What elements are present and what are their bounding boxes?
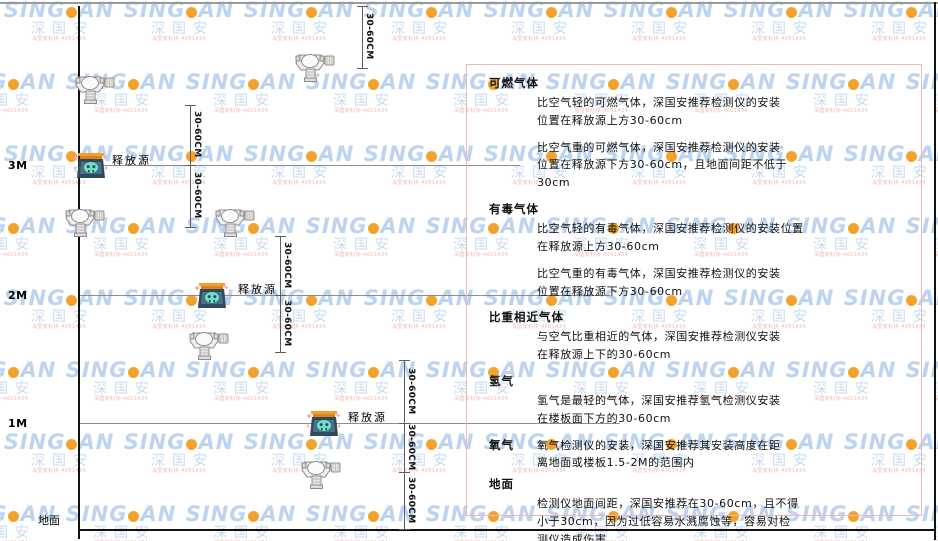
panel-section-title: 比重相近气体	[489, 310, 564, 325]
panel-section-title: 氢气	[489, 373, 514, 388]
gas-detector-icon	[72, 70, 118, 106]
panel-section-3: 氢气氢气是最轻的气体，深国安推荐氢气检测仪安装 在楼板面下方的30-60cm	[481, 373, 907, 428]
panel-section-paragraph: 比空气重的可燃气体，深国安推荐检测仪的安装 位置在释放源下方30-60cm，且地面…	[537, 139, 907, 192]
panel-section-5: 地面检测仪地面间距，深国安推荐在30-60cm，且不得 小于30cm，因为过低容易…	[481, 476, 907, 541]
panel-text-line: 氧气检测仪的安装，深国安推荐其安装高度在距	[537, 438, 781, 452]
panel-section-paragraph: 比空气重的有毒气体，深国安推荐检测仪的安装 位置在释放源下方30-60cm	[537, 265, 907, 301]
panel-text-line: 离地面或楼板1.5-2M的范围内	[537, 456, 695, 470]
gas-release-source-icon	[72, 151, 109, 181]
dimension-label: 30-60CM	[406, 423, 416, 470]
panel-text-line: 位置在释放源上方30-60cm	[537, 113, 683, 127]
panel-section-title: 地面	[489, 477, 514, 492]
panel-text-line: 氢气是最轻的气体，深国安推荐氢气检测仪安装	[537, 393, 781, 407]
ground-baseline	[78, 529, 935, 531]
dimension-label: 30-60CM	[192, 172, 202, 219]
dimension-tick	[185, 165, 196, 166]
dimension-line	[404, 360, 405, 423]
dimension-line	[404, 423, 405, 472]
panel-section-paragraph: 与空气比重相近的气体，深国安推荐检测仪安装 在释放源上下的30-60cm	[537, 328, 907, 364]
dimension-tick	[357, 68, 368, 69]
dimension-line	[362, 6, 363, 68]
level-label-2m: 2M	[8, 289, 28, 302]
installation-guidance-panel: 可燃气体比空气轻的可燃气体，深国安推荐检测仪的安装 位置在释放源上方30-60cm…	[466, 64, 922, 541]
release-source-label: 释放源	[238, 283, 277, 296]
panel-text-line: 比空气轻的有毒气体，深国安推荐检测仪的安装位置	[537, 222, 804, 236]
frame-right-border	[934, 2, 936, 540]
panel-text-line: 位置在释放源下方30-60cm，且地面间距不低于	[537, 158, 788, 172]
gas-detector-icon	[62, 203, 108, 239]
panel-text-line: 在楼板面下方的30-60cm	[537, 411, 672, 425]
panel-text-line: 比空气轻的可燃气体，深国安推荐检测仪的安装	[537, 96, 781, 109]
dimension-label: 30-60CM	[282, 241, 292, 288]
vertical-height-axis	[78, 6, 80, 539]
dimension-line	[404, 472, 405, 529]
panel-text-line: 比空气重的可燃气体，深国安推荐检测仪的安装	[537, 140, 781, 154]
dimension-line	[280, 236, 281, 295]
panel-section-body: 氧气检测仪的安装，深国安推荐其安装高度在距 离地面或楼板1.5-2M的范围内	[537, 437, 781, 473]
panel-section-1: 有毒气体比空气轻的有毒气体，深国安推荐检测仪的安装位置 在释放源上方30-60cm…	[481, 201, 907, 300]
panel-section-2: 比重相近气体与空气比重相近的气体，深国安推荐检测仪安装 在释放源上下的30-60c…	[481, 309, 907, 364]
panel-text-line: 检测仪地面间距，深国安推荐在30-60cm，且不得	[537, 497, 799, 511]
panel-text-line: 在释放源上方30-60cm	[537, 239, 660, 253]
gas-detector-icon	[298, 455, 344, 491]
dimension-tick	[275, 295, 286, 296]
dimension-tick	[185, 227, 196, 228]
panel-text-line: 小于30cm，因为过低容易水溅腐蚀等，容易对检	[537, 515, 791, 528]
ground-label: 地面	[38, 514, 60, 527]
panel-section-title: 氧气	[489, 437, 514, 452]
level-line-1m	[80, 423, 620, 424]
dimension-line	[190, 165, 191, 227]
dimension-tick	[399, 529, 410, 530]
panel-section-paragraph: 氢气是最轻的气体，深国安推荐氢气检测仪安装 在楼板面下方的30-60cm	[537, 392, 907, 428]
dimension-line	[190, 105, 191, 165]
dimension-tick	[357, 6, 368, 7]
frame-top-border	[0, 2, 938, 4]
panel-section-0: 可燃气体比空气轻的可燃气体，深国安推荐检测仪的安装 位置在释放源上方30-60cm…	[481, 75, 907, 192]
dimension-tick	[275, 236, 286, 237]
gas-detector-icon	[212, 203, 258, 239]
panel-section-paragraph: 比空气轻的有毒气体，深国安推荐检测仪的安装位置 在释放源上方30-60cm	[537, 220, 907, 256]
dimension-tick	[399, 360, 410, 361]
gas-detector-icon	[186, 326, 232, 362]
panel-text-line: 测仪造成伤害	[537, 532, 607, 541]
panel-text-line: 位置在释放源下方30-60cm	[537, 284, 683, 298]
level-line-2m	[80, 295, 610, 296]
gas-release-source-icon	[193, 281, 230, 311]
gas-release-source-icon	[305, 409, 342, 439]
dimension-tick	[399, 423, 410, 424]
dimension-tick	[185, 105, 196, 106]
dimension-label-top: 30-60CM	[364, 13, 374, 60]
panel-section-title: 有毒气体	[489, 202, 539, 217]
panel-text-line: 30cm	[537, 176, 571, 190]
dimension-label: 30-60CM	[192, 111, 202, 158]
panel-text-line: 在释放源上下的30-60cm	[537, 348, 672, 362]
dimension-tick	[399, 472, 410, 473]
gas-detector-icon	[292, 48, 338, 84]
dimension-tick	[275, 352, 286, 353]
level-line-3m	[80, 165, 520, 166]
panel-text-line: 比空气重的有毒气体，深国安推荐检测仪的安装	[537, 266, 781, 280]
panel-section-title: 可燃气体	[489, 76, 539, 90]
dimension-label: 30-60CM	[282, 299, 292, 346]
panel-section-paragraph: 检测仪地面间距，深国安推荐在30-60cm，且不得 小于30cm，因为过低容易水溅…	[537, 495, 907, 541]
dimension-label: 30-60CM	[406, 367, 416, 414]
level-label-1m: 1M	[8, 417, 28, 430]
dimension-line	[280, 295, 281, 352]
panel-section-4: 氧气 氧气检测仪的安装，深国安推荐其安装高度在距 离地面或楼板1.5-2M的范围内	[481, 437, 907, 473]
dimension-label: 30-60CM	[406, 476, 416, 523]
release-source-label: 释放源	[112, 154, 151, 167]
panel-section-paragraph: 比空气轻的可燃气体，深国安推荐检测仪的安装 位置在释放源上方30-60cm	[537, 94, 907, 130]
level-label-3m: 3M	[8, 159, 28, 172]
panel-text-line: 与空气比重相近的气体，深国安推荐检测仪安装	[537, 330, 781, 344]
release-source-label: 释放源	[348, 411, 387, 424]
